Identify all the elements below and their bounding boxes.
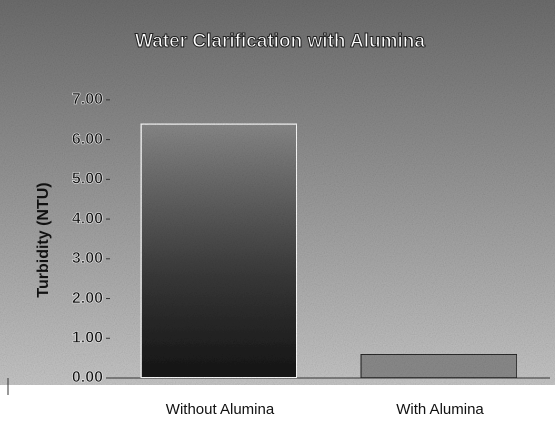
y-tick-label: 4.00 bbox=[72, 210, 103, 227]
bar bbox=[139, 122, 298, 379]
y-tick-label: 7.00 bbox=[72, 91, 103, 108]
y-tick-label: 0.00 bbox=[72, 369, 103, 386]
x-tick-label: Without Alumina bbox=[166, 401, 275, 418]
y-tick-label: 3.00 bbox=[72, 250, 103, 267]
y-tick-label: 1.00 bbox=[72, 329, 103, 346]
y-tick-label: 2.00 bbox=[72, 290, 103, 307]
x-tick-label: With Alumina bbox=[396, 401, 484, 418]
chart-title: Water Clarification with Alumina bbox=[135, 31, 425, 52]
y-tick-label: 5.00 bbox=[72, 171, 103, 188]
y-axis-label: Turbidity (NTU) bbox=[35, 182, 52, 297]
y-tick-label: 6.00 bbox=[72, 131, 103, 148]
bar bbox=[360, 353, 518, 379]
